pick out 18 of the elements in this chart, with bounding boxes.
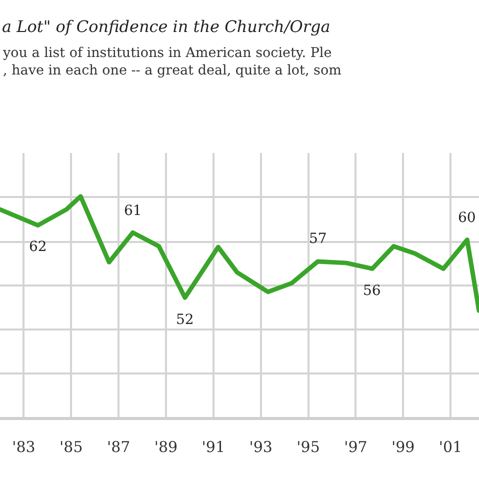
data-label: 62: [29, 239, 47, 255]
x-tick-label: '91: [202, 438, 226, 456]
data-label: 61: [124, 203, 142, 219]
x-tick-label: '83: [12, 438, 36, 456]
x-tick-label: '89: [154, 438, 178, 456]
x-tick-label: '85: [60, 438, 83, 456]
x-tick-label: '87: [106, 438, 130, 456]
x-tick-label: '01: [438, 438, 462, 456]
data-label: 57: [309, 231, 327, 247]
data-label: 56: [363, 283, 381, 299]
x-tick-label: '97: [344, 438, 368, 456]
data-label: 60: [458, 210, 476, 226]
data-label: 52: [176, 312, 194, 328]
chart-subtitle: you a list of institutions in American society. Ple , have in each one -- a great deal, quite a lot, som: [2, 45, 342, 79]
x-tick-label: '95: [296, 438, 320, 456]
x-tick-label: '93: [249, 438, 272, 456]
x-tick-label: '99: [392, 438, 415, 456]
chart-title: a Lot" of Confidence in the Church/Orga: [2, 17, 330, 36]
